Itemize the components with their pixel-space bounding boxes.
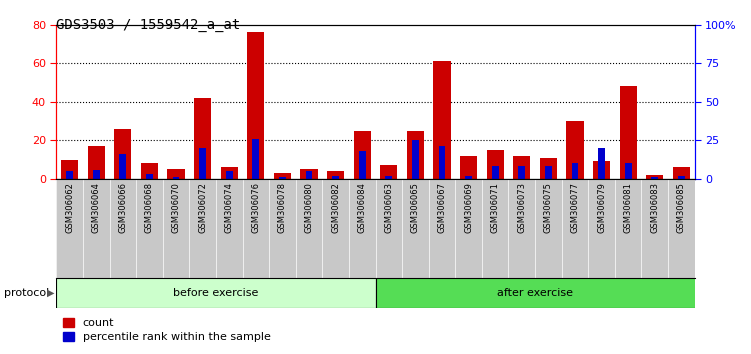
- Bar: [66, 171, 73, 179]
- Bar: [407, 131, 424, 179]
- Bar: [492, 166, 499, 179]
- Bar: [513, 156, 530, 179]
- Text: GSM306063: GSM306063: [385, 182, 394, 233]
- Bar: [439, 147, 445, 179]
- Bar: [487, 150, 504, 179]
- Bar: [673, 167, 690, 179]
- Bar: [88, 146, 105, 179]
- Bar: [380, 165, 397, 179]
- Text: ▶: ▶: [47, 288, 54, 298]
- Bar: [279, 177, 286, 179]
- Bar: [646, 175, 663, 179]
- Text: GSM306075: GSM306075: [544, 182, 553, 233]
- Text: GSM306079: GSM306079: [597, 182, 606, 233]
- Text: after exercise: after exercise: [497, 288, 573, 298]
- Bar: [376, 278, 708, 308]
- Text: GSM306076: GSM306076: [252, 182, 261, 233]
- Text: GSM306071: GSM306071: [490, 182, 499, 233]
- Bar: [167, 169, 185, 179]
- Bar: [593, 161, 611, 179]
- Text: GSM306070: GSM306070: [171, 182, 180, 233]
- Text: GSM306078: GSM306078: [278, 182, 287, 233]
- Bar: [56, 278, 376, 308]
- Text: GSM306074: GSM306074: [225, 182, 234, 233]
- Text: GSM306068: GSM306068: [145, 182, 154, 233]
- Text: GSM306081: GSM306081: [623, 182, 632, 233]
- Bar: [465, 176, 472, 179]
- Text: GSM306077: GSM306077: [571, 182, 580, 233]
- Text: GSM306069: GSM306069: [464, 182, 473, 233]
- Bar: [140, 164, 158, 179]
- Bar: [194, 98, 211, 179]
- Bar: [625, 164, 632, 179]
- Bar: [199, 148, 206, 179]
- Text: GSM306082: GSM306082: [331, 182, 340, 233]
- Bar: [518, 166, 525, 179]
- Bar: [173, 177, 179, 179]
- Text: GSM306062: GSM306062: [65, 182, 74, 233]
- Text: GSM306064: GSM306064: [92, 182, 101, 233]
- Bar: [545, 166, 552, 179]
- Text: GSM306073: GSM306073: [517, 182, 526, 233]
- Bar: [385, 176, 392, 179]
- Bar: [460, 156, 477, 179]
- Bar: [252, 139, 259, 179]
- Text: GSM306084: GSM306084: [357, 182, 366, 233]
- Bar: [598, 148, 605, 179]
- Text: GSM306072: GSM306072: [198, 182, 207, 233]
- Bar: [119, 154, 126, 179]
- Bar: [300, 169, 318, 179]
- Bar: [221, 167, 238, 179]
- Text: protocol: protocol: [4, 288, 49, 298]
- Text: GSM306080: GSM306080: [304, 182, 313, 233]
- Bar: [306, 171, 312, 179]
- Bar: [146, 174, 153, 179]
- Bar: [274, 173, 291, 179]
- Text: GSM306085: GSM306085: [677, 182, 686, 233]
- Bar: [354, 131, 371, 179]
- Bar: [540, 158, 557, 179]
- Bar: [678, 176, 685, 179]
- Bar: [412, 140, 419, 179]
- Text: GSM306067: GSM306067: [438, 182, 447, 233]
- Bar: [93, 170, 100, 179]
- Text: GSM306065: GSM306065: [411, 182, 420, 233]
- Bar: [572, 164, 578, 179]
- Bar: [327, 171, 344, 179]
- Bar: [620, 86, 637, 179]
- Bar: [332, 176, 339, 179]
- Bar: [651, 177, 658, 179]
- Bar: [61, 160, 78, 179]
- Bar: [114, 129, 131, 179]
- Text: GDS3503 / 1559542_a_at: GDS3503 / 1559542_a_at: [56, 18, 240, 32]
- Bar: [359, 151, 366, 179]
- Bar: [566, 121, 584, 179]
- Bar: [226, 171, 233, 179]
- Legend: count, percentile rank within the sample: count, percentile rank within the sample: [58, 314, 275, 347]
- Bar: [247, 33, 264, 179]
- Text: GSM306066: GSM306066: [119, 182, 128, 233]
- Text: before exercise: before exercise: [173, 288, 258, 298]
- Bar: [433, 61, 451, 179]
- Text: GSM306083: GSM306083: [650, 182, 659, 233]
